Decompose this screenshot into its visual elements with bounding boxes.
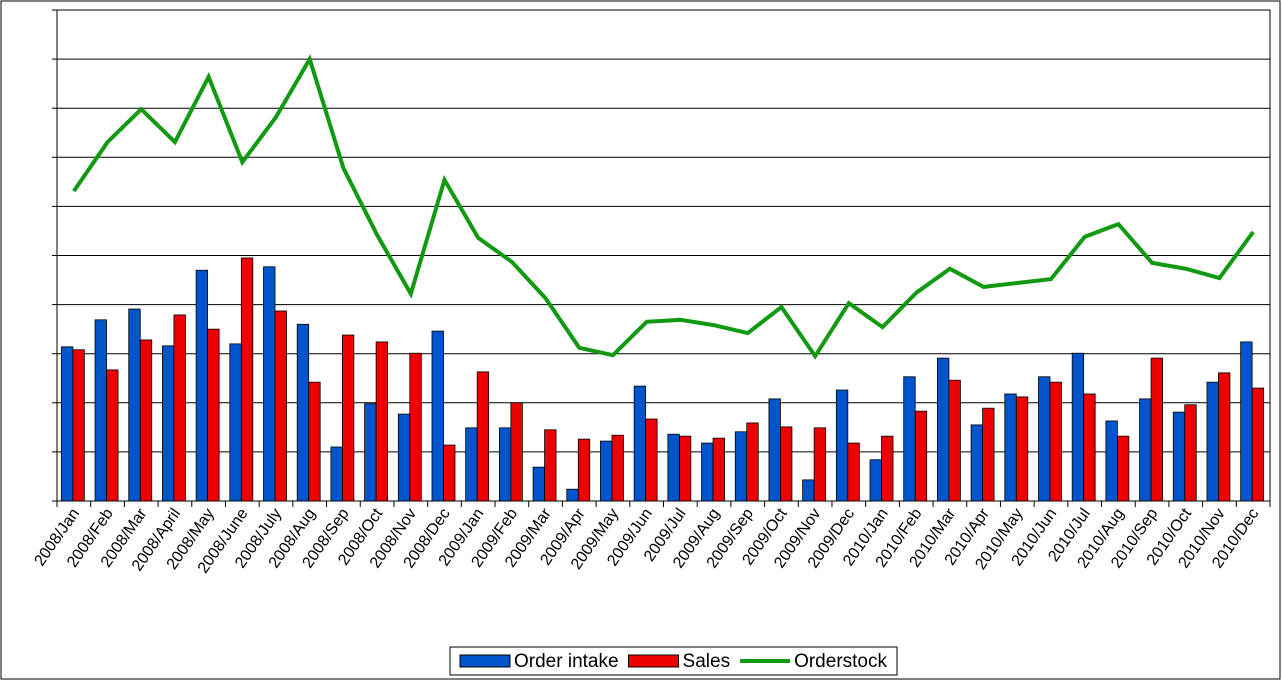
bar (566, 488, 579, 502)
bar (342, 334, 355, 502)
bar (375, 341, 388, 502)
bar (1251, 387, 1265, 502)
bar (476, 371, 490, 502)
bar (263, 266, 276, 502)
bar (948, 379, 961, 502)
bar (72, 349, 85, 502)
line (72, 54, 1255, 360)
bar (1139, 398, 1152, 502)
bar (207, 328, 220, 502)
bar (195, 269, 209, 502)
bar (139, 339, 153, 502)
bar (835, 389, 849, 502)
legend: Order intake Sales Orderstock (449, 646, 898, 676)
bar (768, 398, 781, 502)
bar (633, 385, 647, 502)
bar (1172, 411, 1186, 502)
bar (678, 435, 692, 502)
bar (746, 422, 759, 502)
bar (274, 310, 287, 502)
bar (734, 431, 748, 502)
bar (1240, 341, 1253, 502)
legend-label: Orderstock (794, 651, 887, 672)
bar (296, 323, 310, 502)
bar (308, 381, 321, 502)
bar (1083, 393, 1096, 502)
bar (498, 427, 512, 502)
bar (645, 418, 658, 502)
bar (914, 410, 928, 502)
bar (667, 433, 680, 502)
bar (1038, 376, 1051, 502)
bar (847, 442, 860, 502)
bar (712, 437, 725, 502)
bar (780, 426, 793, 502)
bar (1116, 435, 1130, 502)
bar (1150, 357, 1163, 502)
bar (802, 479, 815, 502)
bar (60, 346, 74, 502)
legend-swatch (628, 654, 680, 668)
bar (1206, 381, 1219, 502)
bar (600, 440, 613, 502)
bar (397, 413, 411, 502)
bar (1049, 381, 1062, 502)
bar (1184, 404, 1197, 502)
bar (465, 427, 478, 502)
bar (982, 407, 995, 502)
bar (577, 438, 591, 502)
legend-swatch (459, 654, 511, 668)
bar (106, 369, 119, 502)
bar (881, 435, 894, 502)
bar (1105, 420, 1118, 502)
bar (443, 444, 456, 502)
bar (1218, 372, 1231, 502)
bar (229, 343, 242, 502)
bar (701, 442, 714, 502)
bar (869, 459, 882, 502)
bar (409, 352, 422, 502)
bar (162, 345, 175, 502)
bar (544, 429, 557, 502)
bar (813, 427, 827, 502)
bar (903, 376, 916, 502)
bar (240, 257, 254, 502)
legend-label: Sales (683, 651, 731, 672)
bar (510, 402, 523, 502)
bar (611, 434, 624, 502)
bar (970, 424, 983, 502)
bar (1004, 393, 1017, 502)
bar (94, 319, 107, 502)
legend-label: Order intake (514, 651, 619, 672)
bar (173, 314, 186, 502)
bar (532, 466, 545, 502)
bar (330, 446, 343, 502)
bar (364, 403, 377, 502)
bar (431, 330, 444, 502)
bar (937, 357, 950, 502)
bar (128, 308, 141, 502)
bar (1071, 352, 1085, 502)
bar (1015, 396, 1029, 502)
